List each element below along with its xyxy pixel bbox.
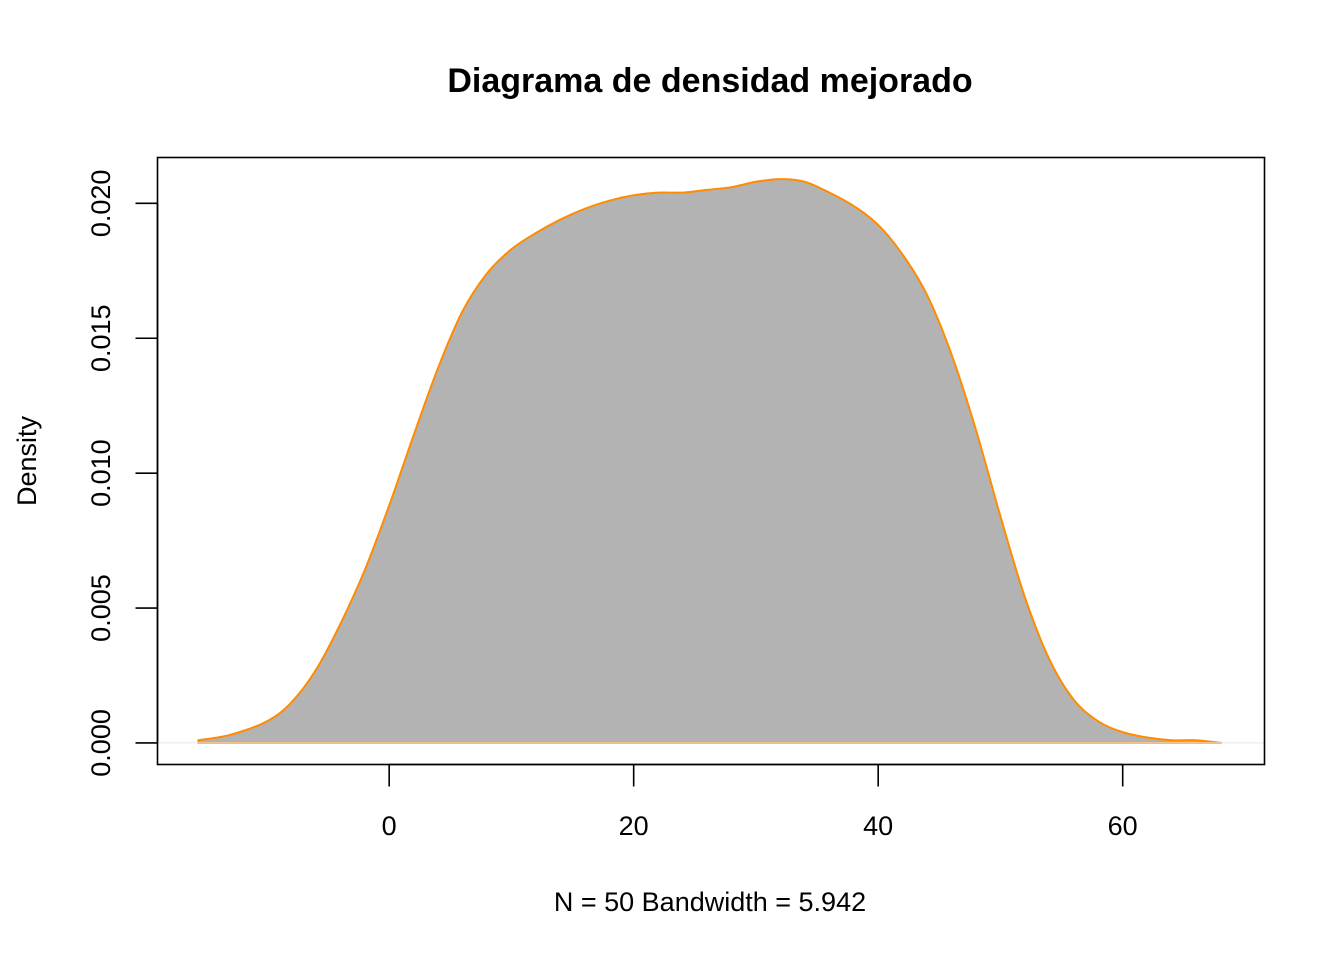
- y-axis: 0.000 0.005 0.010 0.015 0.020: [86, 170, 159, 777]
- density-area: [198, 179, 1222, 743]
- y-tick-label: 0.000: [86, 709, 116, 777]
- x-tick-label: 0: [382, 811, 397, 841]
- y-tick-label: 0.020: [86, 170, 116, 238]
- density-line: [197, 178, 1222, 744]
- y-tick-label: 0.015: [86, 304, 116, 372]
- x-tick-label: 40: [863, 811, 893, 841]
- y-tick-label: 0.010: [86, 439, 116, 507]
- x-axis-title: N = 50 Bandwidth = 5.942: [554, 887, 866, 917]
- y-axis-title: Density: [12, 415, 42, 506]
- x-tick-label: 20: [619, 811, 649, 841]
- plot-area: [157, 178, 1265, 744]
- x-axis: 0 20 40 60: [382, 763, 1138, 841]
- chart-title: Diagrama de densidad mejorado: [447, 62, 972, 100]
- y-tick-label: 0.005: [86, 574, 116, 642]
- x-tick-label: 60: [1108, 811, 1138, 841]
